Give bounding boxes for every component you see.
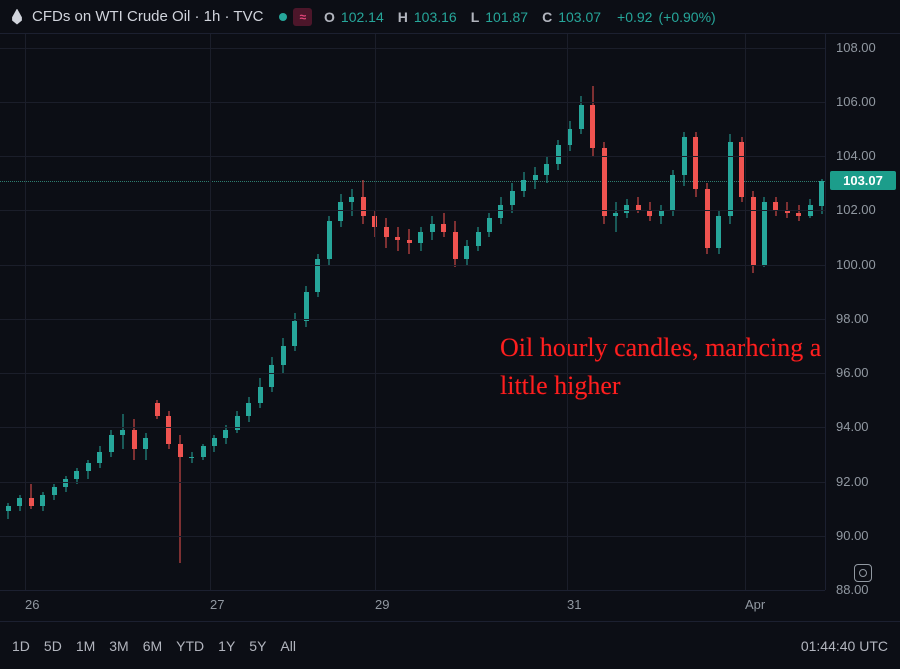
range-option-ytd[interactable]: YTD — [176, 638, 204, 654]
x-axis-tick: 27 — [210, 597, 224, 612]
tradingview-chart-app: CFDs on WTI Crude Oil · 1h · TVC ≈ O 102.… — [0, 0, 900, 669]
horizontal-gridline — [0, 265, 825, 266]
vertical-gridline — [25, 34, 26, 590]
close-label: C — [542, 9, 552, 25]
open-label: O — [324, 9, 335, 25]
x-axis-tick: 26 — [25, 597, 39, 612]
timeframe-toolbar: 1D 5D 1M 3M 6M YTD 1Y 5Y All 01:44:40 UTC — [0, 621, 900, 669]
range-option-3m[interactable]: 3M — [109, 638, 128, 654]
low-value: 101.87 — [485, 9, 528, 25]
horizontal-gridline — [0, 536, 825, 537]
current-price-dotted-line — [0, 181, 825, 182]
range-option-6m[interactable]: 6M — [143, 638, 162, 654]
y-axis-tick: 108.00 — [836, 40, 876, 55]
vertical-gridline — [567, 34, 568, 590]
range-option-all[interactable]: All — [280, 638, 296, 654]
horizontal-gridline — [0, 210, 825, 211]
live-status-dot — [279, 13, 287, 21]
change-abs-value: +0.92 — [617, 9, 652, 25]
x-axis-tick: 31 — [567, 597, 581, 612]
low-label: L — [471, 9, 480, 25]
range-option-1m[interactable]: 1M — [76, 638, 95, 654]
y-axis-tick: 94.00 — [836, 419, 869, 434]
horizontal-gridline — [0, 156, 825, 157]
symbol-title[interactable]: CFDs on WTI Crude Oil · 1h · TVC — [32, 8, 263, 25]
current-price-badge: 103.07 — [830, 171, 896, 190]
y-axis-tick: 98.00 — [836, 311, 869, 326]
horizontal-gridline — [0, 427, 825, 428]
chart-annotation-text: Oil hourly candles, marhcing a little hi… — [500, 329, 830, 404]
x-axis-tick: 29 — [375, 597, 389, 612]
horizontal-gridline — [0, 482, 825, 483]
y-axis-tick: 106.00 — [836, 94, 876, 109]
horizontal-gridline — [0, 48, 825, 49]
horizontal-gridline — [0, 102, 825, 103]
chart-settings-icon[interactable] — [854, 564, 872, 582]
chart-header: CFDs on WTI Crude Oil · 1h · TVC ≈ O 102.… — [0, 0, 900, 34]
close-value: 103.07 — [558, 9, 601, 25]
x-axis[interactable]: 26 27 29 31 Apr — [0, 590, 825, 616]
open-value: 102.14 — [341, 9, 384, 25]
vertical-gridline — [210, 34, 211, 590]
y-axis-tick: 88.00 — [836, 582, 869, 597]
range-option-5d[interactable]: 5D — [44, 638, 62, 654]
y-axis-tick: 92.00 — [836, 474, 869, 489]
range-option-1y[interactable]: 1Y — [218, 638, 235, 654]
high-label: H — [398, 9, 408, 25]
y-axis-tick: 90.00 — [836, 528, 869, 543]
oil-droplet-icon — [10, 9, 24, 25]
utc-time-label: 01:44:40 UTC — [801, 638, 888, 654]
ohlc-readout: O 102.14 H 103.16 L 101.87 C 103.07 +0.92 (+… — [324, 9, 716, 25]
candlestick-chart-area[interactable]: Oil hourly candles, marhcing a little hi… — [0, 34, 825, 590]
vertical-gridline — [745, 34, 746, 590]
x-axis-tick: Apr — [745, 597, 765, 612]
y-axis-tick: 96.00 — [836, 365, 869, 380]
range-options-group[interactable]: 1D 5D 1M 3M 6M YTD 1Y 5Y All — [12, 638, 296, 654]
y-axis-tick: 104.00 — [836, 148, 876, 163]
range-option-1d[interactable]: 1D — [12, 638, 30, 654]
horizontal-gridline — [0, 319, 825, 320]
change-pct-value: (+0.90%) — [658, 9, 715, 25]
y-axis-tick: 100.00 — [836, 257, 876, 272]
horizontal-gridline — [0, 373, 825, 374]
wave-indicator-badge[interactable]: ≈ — [293, 8, 312, 26]
vertical-gridline — [375, 34, 376, 590]
range-option-5y[interactable]: 5Y — [249, 638, 266, 654]
y-axis-tick: 102.00 — [836, 202, 876, 217]
high-value: 103.16 — [414, 9, 457, 25]
y-axis[interactable]: 108.00 106.00 104.00 102.00 100.00 98.00 96.00… — [825, 34, 900, 590]
